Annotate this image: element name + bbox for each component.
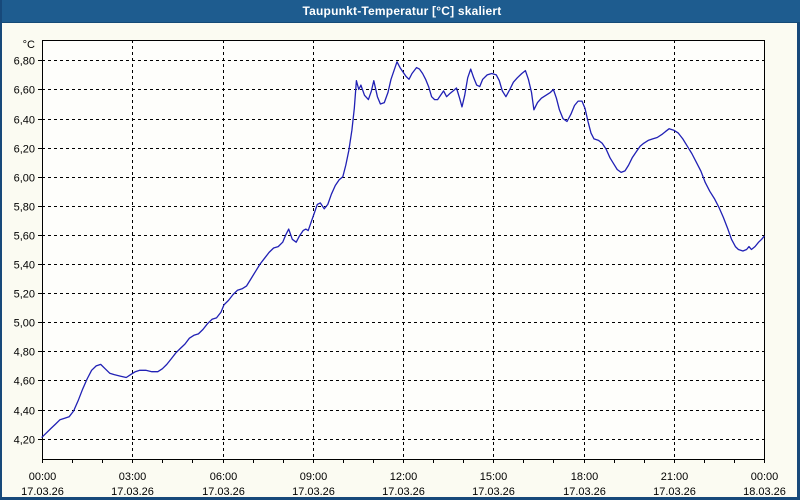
- y-tick-label: 5,40: [14, 260, 35, 272]
- x-tick-time-label: 00:00: [29, 471, 57, 483]
- y-axis-unit-label: °C: [23, 39, 35, 51]
- y-tick-label: 4,40: [14, 406, 35, 418]
- y-tick-label: 4,80: [14, 347, 35, 359]
- series-line-taupunkt-temperatur: [41, 61, 765, 438]
- dewpoint-temperature-chart: 6,80 6,60 6,40 6,20 6,00 5,80 5,60 5,40 5,20 5,00…: [14, 39, 786, 497]
- y-tick-label: 5,00: [14, 318, 35, 330]
- x-tick-time-label: 18:00: [571, 471, 599, 483]
- x-tick-date-label: 17.03.26: [653, 486, 696, 497]
- x-tick-time-label: 15:00: [480, 471, 508, 483]
- y-tick-label: 4,60: [14, 376, 35, 388]
- window-title: Taupunkt-Temperatur [°C] skaliert: [302, 4, 502, 18]
- tick-labels: 6,80 6,60 6,40 6,20 6,00 5,80 5,60 5,40 5,20 5,00…: [14, 39, 786, 497]
- x-tick-date-label: 17.03.26: [21, 486, 64, 497]
- x-tick-time-label: 12:00: [390, 471, 418, 483]
- x-tick-time-label: 03:00: [119, 471, 147, 483]
- window-titlebar[interactable]: Taupunkt-Temperatur [°C] skaliert: [2, 0, 800, 23]
- y-tick-label: 6,80: [14, 56, 35, 68]
- y-tick-label: 5,80: [14, 202, 35, 214]
- y-tick-label: 6,00: [14, 173, 35, 185]
- y-tick-label: 6,60: [14, 85, 35, 97]
- y-tick-label: 5,60: [14, 231, 35, 243]
- x-tick-time-label: 21:00: [661, 471, 689, 483]
- x-tick-date-label: 17.03.26: [472, 486, 515, 497]
- plot-border: [42, 40, 765, 460]
- x-tick-time-label: 09:00: [300, 471, 328, 483]
- y-tick-label: 5,20: [14, 289, 35, 301]
- x-tick-time-label: 06:00: [210, 471, 238, 483]
- x-tick-date-label: 17.03.26: [382, 486, 425, 497]
- x-tick-date-label: 17.03.26: [292, 486, 335, 497]
- x-tick-date-label: 17.03.26: [111, 486, 154, 497]
- x-tick-date-label: 18.03.26: [743, 486, 786, 497]
- y-tick-label: 6,40: [14, 115, 35, 127]
- x-tick-date-label: 17.03.26: [563, 486, 606, 497]
- y-tick-label: 6,20: [14, 144, 35, 156]
- x-tick-time-label: 00:00: [751, 471, 779, 483]
- x-tick-date-label: 17.03.26: [202, 486, 245, 497]
- y-tick-label: 4,20: [14, 435, 35, 447]
- gridlines: [42, 40, 764, 459]
